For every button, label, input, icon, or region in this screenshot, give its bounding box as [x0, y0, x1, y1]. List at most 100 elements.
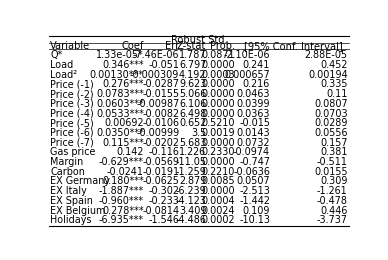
Text: Holidays: Holidays	[50, 215, 92, 225]
Text: Price (-1): Price (-1)	[50, 79, 94, 89]
Text: 0.446: 0.446	[320, 206, 348, 216]
Text: 2.879: 2.879	[179, 177, 206, 186]
Text: Robust Std.: Robust Std.	[171, 35, 227, 45]
Text: Load²: Load²	[50, 70, 77, 80]
Text: Err: Err	[165, 41, 179, 51]
Text: 1.33e-05*: 1.33e-05*	[96, 50, 144, 60]
Text: Load: Load	[50, 60, 73, 70]
Text: -0.116: -0.116	[149, 147, 179, 157]
Text: Gas price: Gas price	[50, 147, 95, 157]
Text: -0.747: -0.747	[239, 157, 270, 167]
Text: -2.10E-06: -2.10E-06	[223, 50, 270, 60]
Text: -0.0202: -0.0202	[142, 138, 179, 148]
Text: 0.00130***: 0.00130***	[90, 70, 144, 80]
Text: 6.797: 6.797	[179, 60, 206, 70]
Text: 0.00194: 0.00194	[308, 70, 348, 80]
Text: 0.115***: 0.115***	[102, 138, 144, 148]
Text: 0.381: 0.381	[320, 147, 348, 157]
Text: 3.409: 3.409	[179, 206, 206, 216]
Text: 0.0533***: 0.0533***	[96, 108, 144, 119]
Text: -1.546: -1.546	[149, 215, 179, 225]
Text: -0.960***: -0.960***	[99, 196, 144, 206]
Text: 0.0000: 0.0000	[201, 60, 235, 70]
Text: 0.157: 0.157	[320, 138, 348, 148]
Text: -10.13: -10.13	[239, 215, 270, 225]
Text: -0.302: -0.302	[149, 186, 179, 196]
Text: 3.5: 3.5	[191, 128, 206, 138]
Text: 0.0603***: 0.0603***	[96, 99, 144, 109]
Text: 4.192: 4.192	[179, 70, 206, 80]
Text: -0.0241: -0.0241	[107, 167, 144, 177]
Text: -0.0082: -0.0082	[142, 108, 179, 119]
Text: -0.233: -0.233	[149, 196, 179, 206]
Text: -6.935***: -6.935***	[99, 215, 144, 225]
Text: Q*: Q*	[50, 50, 62, 60]
Text: [95% Conf. Interval]: [95% Conf. Interval]	[244, 41, 342, 51]
Text: Price (-5): Price (-5)	[50, 118, 94, 128]
Text: 9.623: 9.623	[179, 79, 206, 89]
Text: -0.0974: -0.0974	[233, 147, 270, 157]
Text: -0.0155: -0.0155	[142, 89, 179, 99]
Text: 0.0399: 0.0399	[237, 99, 270, 109]
Text: -0.051: -0.051	[148, 60, 179, 70]
Text: -0.0106: -0.0106	[142, 118, 179, 128]
Text: 0.0732: 0.0732	[237, 138, 270, 148]
Text: -0.511: -0.511	[317, 157, 348, 167]
Text: -0.478: -0.478	[317, 196, 348, 206]
Text: Price (-7): Price (-7)	[50, 138, 94, 148]
Text: EX Italy: EX Italy	[50, 186, 87, 196]
Text: 0.278***: 0.278***	[102, 206, 144, 216]
Text: 0.276***: 0.276***	[102, 79, 144, 89]
Text: 0.0556: 0.0556	[314, 128, 348, 138]
Text: 0.0871: 0.0871	[201, 50, 235, 60]
Text: 5.683: 5.683	[179, 138, 206, 148]
Text: 0.11: 0.11	[326, 89, 348, 99]
Text: 0.5210: 0.5210	[201, 118, 235, 128]
Text: Price (-3): Price (-3)	[50, 99, 94, 109]
Text: 0.216: 0.216	[243, 79, 270, 89]
Text: 0.346***: 0.346***	[102, 60, 144, 70]
Text: -0.015: -0.015	[239, 118, 270, 128]
Text: Margin: Margin	[50, 157, 83, 167]
Text: 0.452: 0.452	[320, 60, 348, 70]
Text: 0.0143: 0.0143	[237, 128, 270, 138]
Text: 0.0000: 0.0000	[201, 89, 235, 99]
Text: 0.0000: 0.0000	[201, 138, 235, 148]
Text: 0.0000: 0.0000	[201, 186, 235, 196]
Text: 0.241: 0.241	[243, 60, 270, 70]
Text: 0.0003: 0.0003	[201, 70, 235, 80]
Text: 0.0000: 0.0000	[201, 157, 235, 167]
Text: 0.0019: 0.0019	[201, 128, 235, 138]
Text: Carbon: Carbon	[50, 167, 85, 177]
Text: -6.239: -6.239	[176, 186, 206, 196]
Text: 0.0783***: 0.0783***	[96, 89, 144, 99]
Text: EX Spain: EX Spain	[50, 196, 93, 206]
Text: 0.00692: 0.00692	[104, 118, 144, 128]
Text: -0.0191: -0.0191	[142, 167, 179, 177]
Text: EX Belgium: EX Belgium	[50, 206, 106, 216]
Text: 0.0004: 0.0004	[201, 196, 235, 206]
Text: -0.0636: -0.0636	[233, 167, 270, 177]
Text: -0.0625: -0.0625	[142, 177, 179, 186]
Text: 0.0363: 0.0363	[237, 108, 270, 119]
Text: Price (-4): Price (-4)	[50, 108, 94, 119]
Text: 0.0000: 0.0000	[201, 99, 235, 109]
Text: 0.0703: 0.0703	[314, 108, 348, 119]
Text: 0.109: 0.109	[242, 206, 270, 216]
Text: -0.629***: -0.629***	[99, 157, 144, 167]
Text: Coef: Coef	[121, 41, 144, 51]
Text: 0.309: 0.309	[320, 177, 348, 186]
Text: EX Germany: EX Germany	[50, 177, 110, 186]
Text: -1.887***: -1.887***	[99, 186, 144, 196]
Text: 0.0000: 0.0000	[201, 79, 235, 89]
Text: 0.335: 0.335	[320, 79, 348, 89]
Text: 0.2210: 0.2210	[201, 167, 235, 177]
Text: -7.46E-06: -7.46E-06	[133, 50, 179, 60]
Text: -0.0569: -0.0569	[142, 157, 179, 167]
Text: 0.652: 0.652	[179, 118, 206, 128]
Text: -3.737: -3.737	[317, 215, 348, 225]
Text: 1.226: 1.226	[179, 147, 206, 157]
Text: 0.0507: 0.0507	[237, 177, 270, 186]
Text: 0.180***: 0.180***	[102, 177, 144, 186]
Text: -11.05: -11.05	[175, 157, 206, 167]
